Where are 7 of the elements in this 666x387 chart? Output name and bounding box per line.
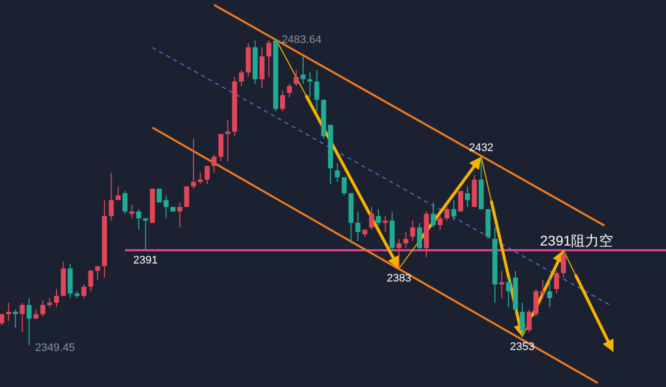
annotation: 2349.45 <box>35 342 75 354</box>
ref-line-label: 2391阻力空 <box>540 232 614 248</box>
annotation: 2383 <box>386 272 412 284</box>
annotation: 2353 <box>510 340 535 353</box>
annotation: 2391 <box>133 254 158 266</box>
annotation: 2483.64 <box>282 34 322 46</box>
annotation: 2432 <box>468 142 494 154</box>
